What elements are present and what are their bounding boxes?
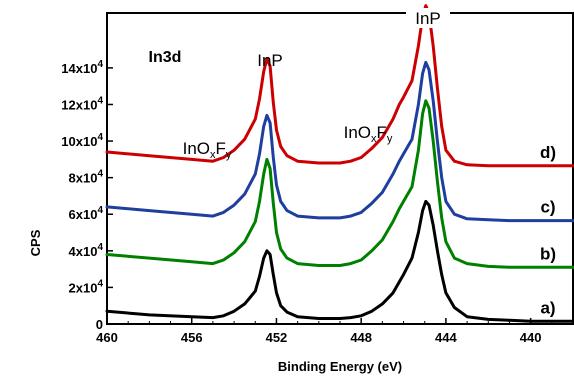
annotation-inox_right: InOxFy — [344, 123, 393, 145]
x-tick-label: 444 — [435, 330, 457, 345]
y-tick-label: 2x104 — [69, 278, 104, 295]
series-label: d) — [540, 143, 556, 162]
series-line — [105, 99, 574, 269]
axis-ticks — [106, 67, 574, 325]
y-tick-label: 12x104 — [61, 95, 103, 112]
annotation-inp_left: InP — [257, 51, 283, 70]
x-tick-label: 448 — [350, 330, 372, 345]
annotation-inp_right: InP — [415, 9, 441, 28]
series-line — [105, 60, 574, 223]
x-axis-title: Binding Energy (eV) — [278, 359, 402, 374]
x-tick-label: 456 — [181, 330, 203, 345]
y-tick-label: 10x104 — [61, 132, 103, 149]
x-tick-label: 452 — [266, 330, 288, 345]
annotation-inox_left: InOxFy — [183, 139, 232, 161]
annotation-backdrop — [406, 8, 450, 28]
series-line — [105, 4, 574, 168]
series-line — [105, 199, 574, 323]
y-tick-label: 14x104 — [61, 59, 103, 76]
series-layer — [105, 4, 574, 323]
x-tick-label: 440 — [520, 330, 542, 345]
y-axis-title: CPS — [28, 229, 43, 256]
y-tick-label: 0 — [96, 317, 103, 332]
annotation-region: In3d — [149, 49, 182, 66]
series-label: b) — [540, 244, 556, 263]
y-tick-label: 6x104 — [69, 205, 104, 222]
x-tick-label: 460 — [96, 330, 118, 345]
series-label: c) — [540, 198, 555, 217]
y-tick-label: 8x104 — [69, 169, 104, 186]
y-tick-label: 4x104 — [69, 242, 104, 259]
series-label: a) — [540, 298, 555, 317]
labels-layer: 460 456 452 448 444 440 0 2x104 4x104 6x104 8x104 1… — [61, 8, 556, 345]
